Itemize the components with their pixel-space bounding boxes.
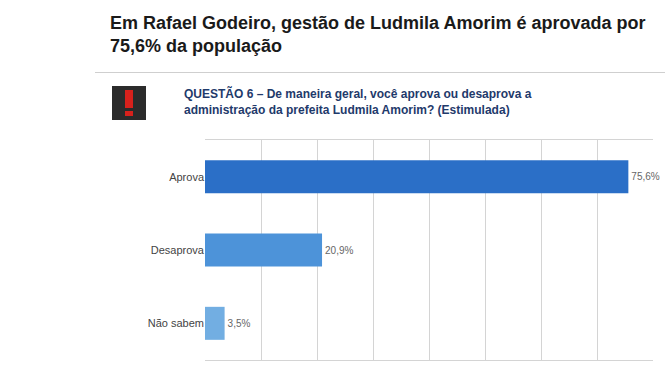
svg-text:Aprova: Aprova — [169, 171, 205, 183]
svg-text:Desaprova: Desaprova — [151, 244, 205, 256]
svg-text:75,6%: 75,6% — [631, 171, 659, 182]
html-text:Em Rafael Godeiro, gestão de L: Em Rafael Godeiro, gestão de Ludmila Amo… — [110, 13, 646, 56]
svg-text:Não sabem: Não sabem — [148, 317, 204, 329]
svg-text:20,9%: 20,9% — [325, 245, 353, 256]
html-text:QUESTÃO 6 – De maneira geral,: QUESTÃO 6 – De maneira geral, você aprov… — [184, 87, 532, 117]
svg-text:3,5%: 3,5% — [228, 318, 251, 329]
